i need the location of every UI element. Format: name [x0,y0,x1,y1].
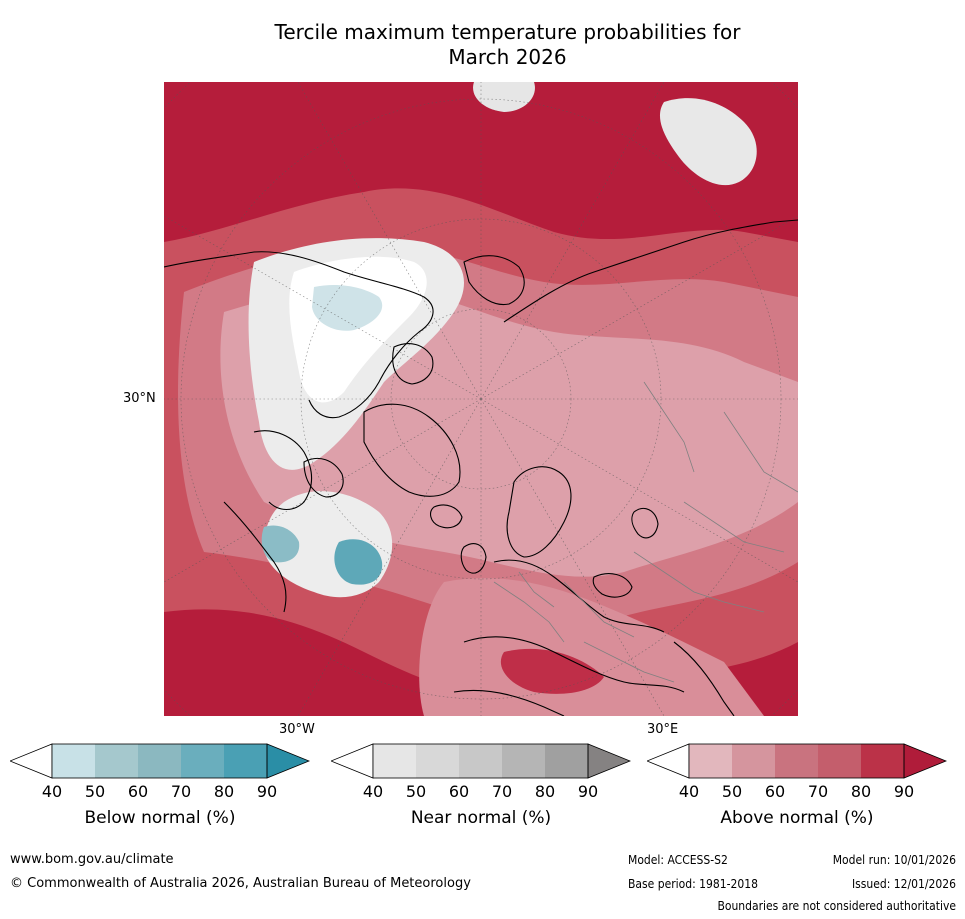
tick-near-80: 80 [534,782,556,801]
swatch-near-50-60 [416,744,459,778]
tick-above-90: 90 [893,782,915,801]
coast-hudson-bay [303,457,344,498]
colorbar-above-normal: 40 50 60 70 80 90 Above normal (%) [645,743,948,838]
coast-canada-east [253,430,313,511]
longitude-label-30w: 30°W [279,722,315,737]
coast-uk [460,543,487,574]
footer-url[interactable]: www.bom.gov.au/climate [10,852,174,867]
swatch-above-80-90 [861,744,904,778]
swatch-below-40-50 [52,744,95,778]
tick-below-90: 90 [256,782,278,801]
swatch-below-60-70 [138,744,181,778]
swatch-above-gt90 [903,743,948,779]
tick-below-70: 70 [170,782,192,801]
coast-scandinavia [506,466,572,558]
footer-model: Model: ACCESS-S2 [628,853,728,867]
region-near-normal-north [473,82,535,112]
footer-model-run: Model run: 10/01/2026 [832,853,956,867]
region-mediterranean [419,578,764,716]
tick-above-70: 70 [807,782,829,801]
coast-us-east [223,501,287,613]
swatch-near-40-50 [373,744,416,778]
tick-near-90: 90 [577,782,599,801]
colorbar-near-normal-swatches [329,743,632,779]
coast-black-sea [592,573,633,598]
map-title: Tercile maximum temperature probabilitie… [160,20,855,70]
swatch-above-40-50 [689,744,732,778]
colorbar-near-title: Near normal (%) [410,808,552,828]
swatch-below-80-90 [224,744,267,778]
tick-below-50: 50 [84,782,106,801]
colorbar-above-normal-swatches [645,743,948,779]
swatch-near-60-70 [459,744,502,778]
swatch-above-50-60 [732,744,775,778]
swatch-near-80-90 [545,744,588,778]
coast-north-america [164,251,434,419]
footer-base-period: Base period: 1981-2018 [628,877,759,891]
tick-below-60: 60 [127,782,149,801]
coast-greenland [363,403,461,497]
region-below-50 [312,285,383,331]
footer-disclaimer: Boundaries are not considered authoritat… [717,899,956,913]
tick-above-80: 80 [850,782,872,801]
tick-below-40: 40 [41,782,63,801]
tick-near-40: 40 [362,782,384,801]
swatch-below-50-60 [95,744,138,778]
tick-below-80: 80 [213,782,235,801]
coast-arctic-islands [392,343,434,385]
colorbar-near-normal: 40 50 60 70 80 90 Near normal (%) [329,743,632,838]
graticule [164,82,798,716]
tick-above-50: 50 [721,782,743,801]
colorbar-above-title: Above normal (%) [720,808,874,828]
probability-map [164,82,798,716]
latitude-label-30n: 30°N [123,391,156,406]
tick-near-50: 50 [405,782,427,801]
title-line-2: March 2026 [448,45,567,69]
swatch-near-gt90 [587,743,632,779]
colorbar-below-normal: 40 50 60 70 80 90 Below normal (%) [8,743,311,838]
coast-arctic-russia [463,255,525,306]
footer-copyright: © Commonwealth of Australia 2026, Austra… [10,876,471,891]
swatch-above-60-70 [775,744,818,778]
coast-middle-east [673,641,735,716]
footer-issued: Issued: 12/01/2026 [851,877,956,891]
region-near-normal-ne [659,98,757,186]
coastlines [164,219,798,716]
coast-siberia [503,219,798,323]
swatch-near-lt40 [329,743,374,779]
colorbar-below-normal-swatches [8,743,311,779]
country-borders [493,381,798,683]
coast-africa [453,689,565,716]
swatch-near-70-80 [502,744,545,778]
coast-iceland [430,504,463,529]
tick-near-70: 70 [491,782,513,801]
coast-caspian [631,507,659,539]
region-below-70 [261,525,300,563]
swatch-below-lt40 [8,743,53,779]
colorbar-below-title: Below normal (%) [84,808,236,828]
coast-mediterranean [463,636,685,693]
swatch-above-70-80 [818,744,861,778]
title-line-1: Tercile maximum temperature probabilitie… [274,20,741,44]
region-below-80 [334,539,383,585]
swatch-below-70-80 [181,744,224,778]
swatch-below-gt90 [266,743,311,779]
tick-near-60: 60 [448,782,470,801]
region-med-sea [500,648,604,694]
swatch-above-lt40 [645,743,690,779]
longitude-label-30e: 30°E [647,722,679,737]
tick-above-40: 40 [678,782,700,801]
tick-above-60: 60 [764,782,786,801]
